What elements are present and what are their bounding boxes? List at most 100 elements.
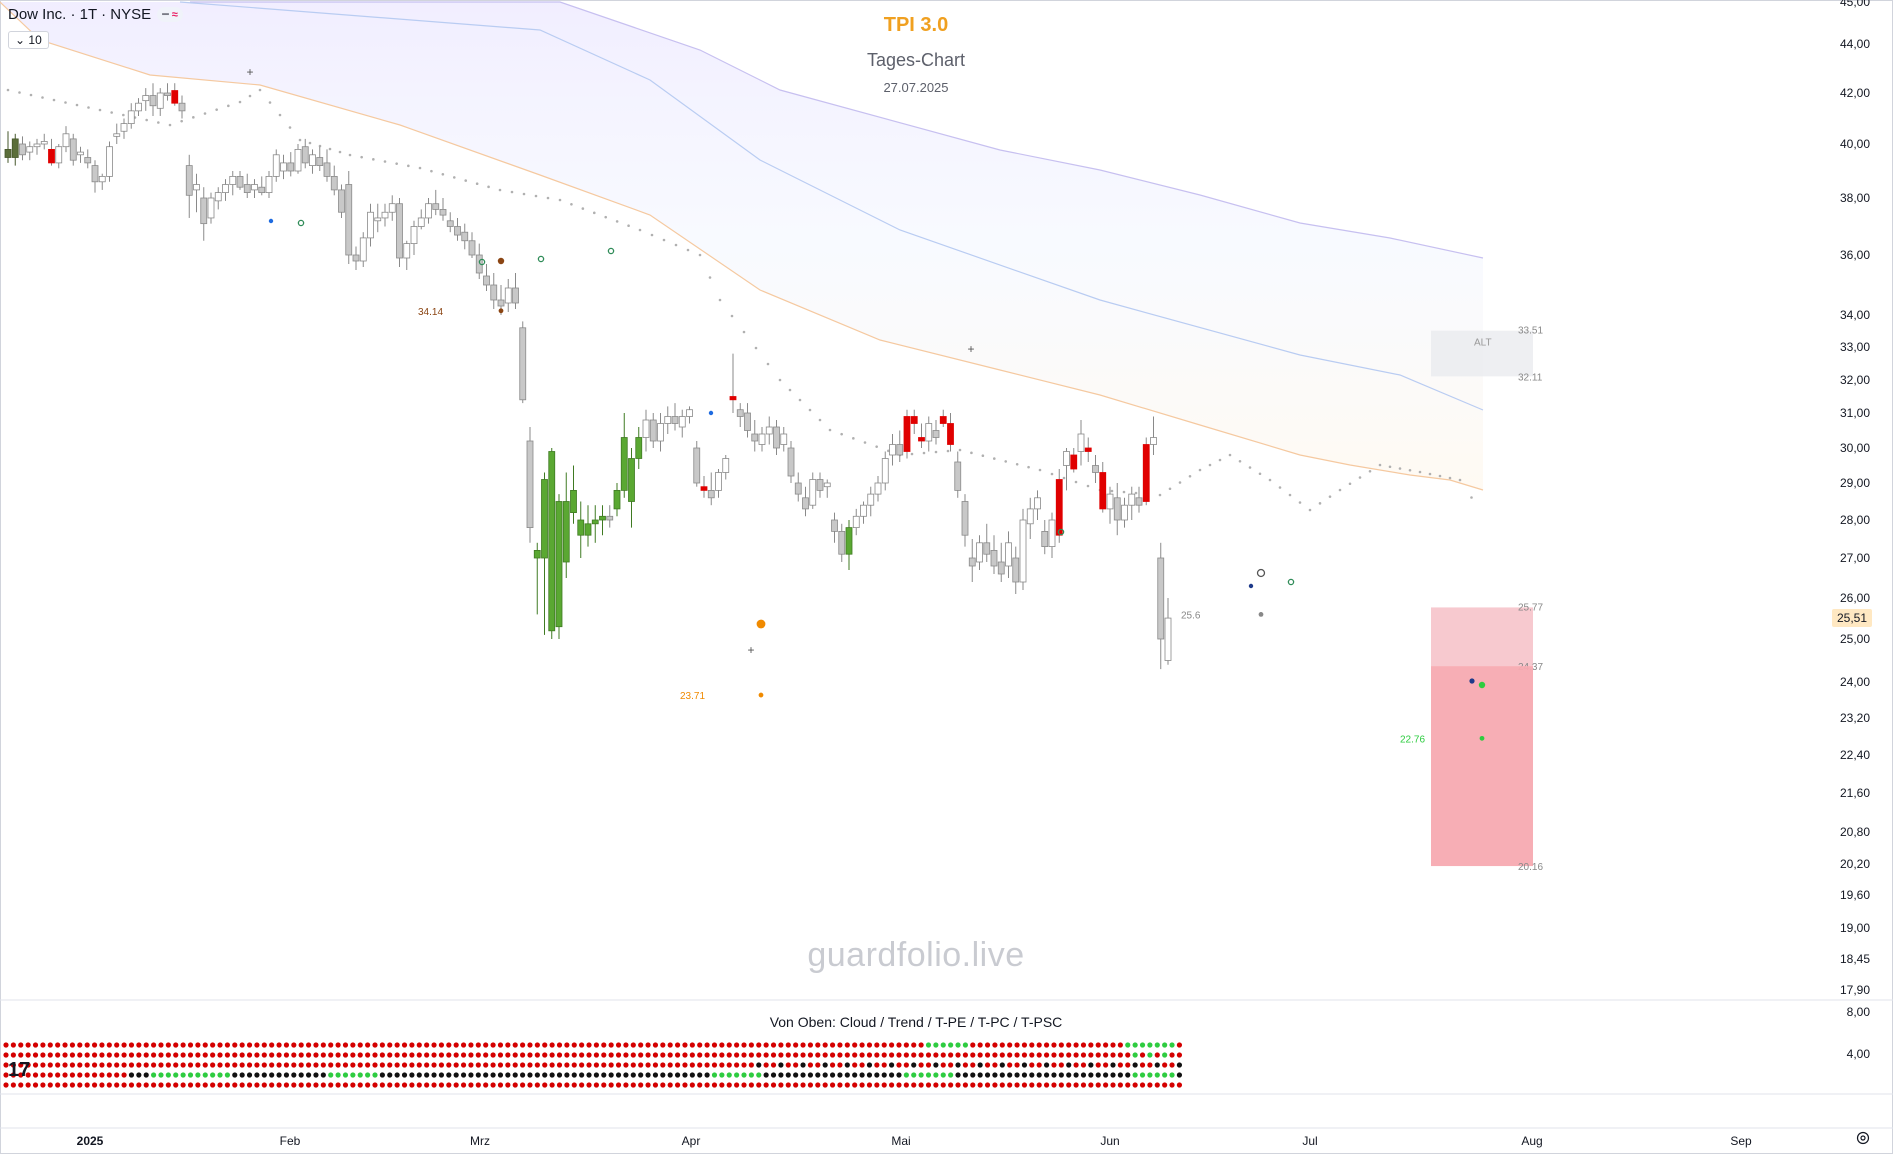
candle xyxy=(258,176,266,196)
candle xyxy=(468,232,476,258)
signal-marker xyxy=(756,619,766,629)
candle xyxy=(867,486,875,517)
candle xyxy=(823,479,831,498)
candle xyxy=(504,279,512,312)
indicator-title: TPI 3.0 xyxy=(883,14,949,36)
candle xyxy=(425,198,432,224)
level-dot xyxy=(1258,612,1264,617)
candle xyxy=(896,430,904,462)
candle xyxy=(736,403,744,427)
signal-marker xyxy=(1256,568,1266,578)
signal-marker xyxy=(607,247,615,255)
time-tick-label: Jul xyxy=(1302,1134,1317,1148)
candle xyxy=(26,141,34,161)
candle xyxy=(106,141,113,182)
candle xyxy=(142,88,150,111)
candle xyxy=(512,273,519,309)
candle xyxy=(961,494,969,547)
time-tick-label: Apr xyxy=(682,1134,701,1148)
price-tick-label: 44,00 xyxy=(1840,37,1870,51)
gear-icon[interactable] xyxy=(1856,1131,1870,1145)
candle xyxy=(686,406,693,424)
price-tick-label: 20,20 xyxy=(1840,857,1870,871)
candle xyxy=(1150,416,1157,455)
candle xyxy=(265,171,273,198)
candle xyxy=(229,171,237,196)
candle xyxy=(533,542,541,615)
candle xyxy=(606,505,614,528)
candle xyxy=(910,409,918,434)
signal-marker xyxy=(537,255,545,263)
chevron-down-icon: ⌄ xyxy=(15,33,26,47)
signal-marker xyxy=(297,219,305,227)
price-tick-label: 25,00 xyxy=(1840,632,1870,646)
zone-bottom-label: 32.11 xyxy=(1518,372,1543,383)
price-tick-label: 20,80 xyxy=(1840,825,1870,839)
candle xyxy=(620,413,628,498)
signal-marker xyxy=(1469,678,1475,684)
candle xyxy=(947,413,954,452)
candle xyxy=(1041,520,1049,555)
candle xyxy=(251,179,258,198)
zone-1 xyxy=(1431,607,1533,667)
signal-marker xyxy=(1248,583,1254,589)
candle xyxy=(678,409,686,438)
last-price-tag: 25,51 xyxy=(1832,609,1872,627)
candle xyxy=(570,465,577,524)
indicator-badge[interactable]: ━ ≈ xyxy=(157,7,183,22)
level-label: 23.71 xyxy=(680,691,705,702)
candle xyxy=(802,486,809,517)
zone-0 xyxy=(1431,330,1533,377)
time-tick-label: 2025 xyxy=(77,1134,104,1148)
time-tick-label: Aug xyxy=(1521,1134,1542,1148)
collapse-button[interactable]: ⌄ 10 xyxy=(8,31,49,49)
candle xyxy=(490,273,498,309)
signal-marker xyxy=(478,258,486,266)
candle xyxy=(990,535,998,574)
candle xyxy=(1084,437,1092,462)
candle xyxy=(1099,462,1107,513)
candle xyxy=(243,173,251,198)
plus-marker: + xyxy=(246,65,253,79)
candle xyxy=(664,406,672,434)
candle xyxy=(1135,486,1143,513)
price-tick-label: 34,00 xyxy=(1840,308,1870,322)
candle xyxy=(997,542,1005,582)
candle xyxy=(77,146,84,163)
symbol-legend[interactable]: Dow Inc. · 1T · NYSE ━ ≈ xyxy=(8,6,183,23)
candle xyxy=(715,469,722,498)
price-tick-label: 21,60 xyxy=(1840,786,1870,800)
candle xyxy=(1063,448,1070,491)
candle xyxy=(707,472,715,506)
signal-marker xyxy=(708,410,714,416)
level-label: 34.14 xyxy=(418,307,443,318)
time-tick-label: Mai xyxy=(891,1134,910,1148)
price-tick-label: 24,00 xyxy=(1840,675,1870,689)
candle xyxy=(287,152,295,177)
candle xyxy=(1070,448,1078,473)
candle xyxy=(454,217,461,241)
price-tick-label: 29,00 xyxy=(1840,476,1870,490)
time-tick-label: Sep xyxy=(1730,1134,1752,1148)
indicator-tick-label: 8,00 xyxy=(1847,1005,1871,1019)
candle xyxy=(483,264,490,291)
candle xyxy=(178,95,186,119)
candle xyxy=(149,83,157,116)
price-tick-label: 18,45 xyxy=(1840,952,1870,966)
price-tick-label: 40,00 xyxy=(1840,137,1870,151)
candle xyxy=(1092,455,1099,483)
candle xyxy=(272,149,280,182)
candle xyxy=(309,149,316,174)
candle xyxy=(33,138,41,155)
candle xyxy=(323,149,331,182)
price-tick-label: 42,00 xyxy=(1840,86,1870,100)
price-tick-label: 33,00 xyxy=(1840,340,1870,354)
candle xyxy=(222,179,229,201)
indicator-dots xyxy=(3,1042,1183,1088)
chart-subtitle: Tages-Chart xyxy=(866,50,966,70)
cloud-top-line xyxy=(190,1,1484,259)
candle xyxy=(1048,512,1056,558)
price-tick-label: 19,60 xyxy=(1840,888,1870,902)
line-icon: ━ xyxy=(162,9,169,21)
